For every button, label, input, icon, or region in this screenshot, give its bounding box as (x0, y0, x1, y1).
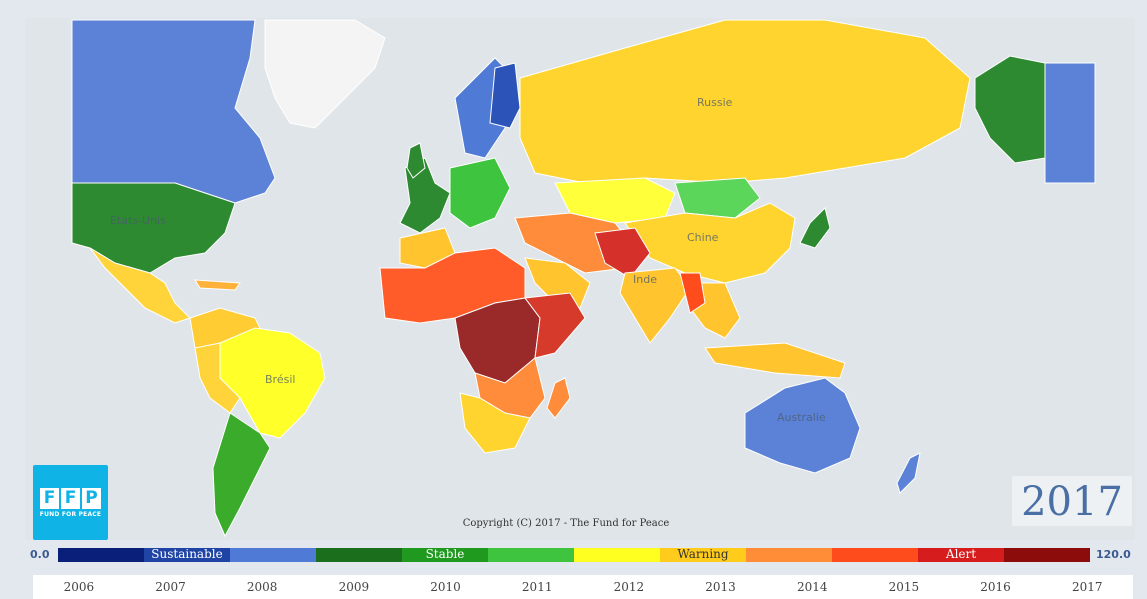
alaska-region[interactable] (1044, 62, 1096, 184)
legend-segment (574, 548, 660, 562)
timeline-year[interactable]: 2010 (430, 580, 461, 594)
legend-segment (746, 548, 832, 562)
uk-region[interactable] (406, 142, 426, 179)
indonesia-region[interactable] (704, 342, 846, 379)
label-brazil: Brésil (265, 373, 296, 386)
timeline-year[interactable]: 2017 (1071, 580, 1103, 594)
mongolia-region[interactable] (674, 177, 761, 219)
legend-category-label: Alert (945, 547, 977, 561)
andes-region[interactable] (194, 342, 241, 414)
legend-category-label: Warning (677, 547, 729, 561)
legend-segment: Alert (918, 547, 1004, 562)
world-map[interactable] (25, 18, 1135, 540)
timeline-year[interactable]: 2006 (63, 580, 95, 594)
color-scale-legend: 0.0 Sustainable Stable Warning Alert 120.0 (0, 545, 1147, 567)
legend-segment (58, 548, 144, 562)
copyright-text: Copyright (C) 2017 - The Fund for Peace (462, 518, 670, 529)
logo-letters: F F P (40, 487, 101, 509)
russia-region[interactable] (519, 19, 971, 184)
arabia-region[interactable] (524, 257, 591, 309)
legend-segment (1004, 548, 1090, 562)
logo-letter-f2: F (61, 487, 80, 509)
timeline-year[interactable]: 2011 (521, 580, 553, 594)
caribbean-region[interactable] (194, 279, 241, 291)
legend-segment: Sustainable (144, 547, 230, 562)
timeline-year[interactable]: 2007 (155, 580, 186, 594)
canada-region[interactable] (71, 19, 276, 204)
legend-category-label: Sustainable (151, 547, 223, 561)
timeline-year[interactable]: 2008 (246, 580, 278, 594)
timeline-year[interactable]: 2014 (796, 580, 828, 594)
south-africa-region[interactable] (459, 392, 531, 454)
label-russia: Russie (697, 96, 733, 109)
legend-segment (230, 548, 316, 562)
label-india: Inde (633, 273, 657, 286)
label-usa: Etats-Unis (110, 214, 166, 227)
legend-segment (316, 548, 402, 562)
fund-for-peace-logo: F F P FUND FOR PEACE (33, 465, 108, 540)
current-year-display: 2017 (1012, 476, 1132, 526)
australia-region[interactable] (744, 377, 861, 474)
finland-region[interactable] (489, 62, 521, 129)
madagascar-region[interactable] (546, 377, 571, 419)
world-map-container[interactable]: Russie Etats-Unis Chine Inde Brésil Aust… (25, 18, 1135, 540)
timeline-year[interactable]: 2012 (613, 580, 645, 594)
timeline-year[interactable]: 2009 (338, 580, 370, 594)
usa-region[interactable] (71, 182, 236, 274)
legend-segment (488, 548, 574, 562)
legend-segment (832, 548, 918, 562)
central-europe-region[interactable] (449, 157, 511, 229)
horn-of-africa-region[interactable] (524, 292, 586, 359)
far-east-region[interactable] (974, 55, 1046, 164)
label-australia: Australie (777, 411, 826, 424)
southern-cone-region[interactable] (212, 412, 271, 538)
legend-max-value: 120.0 (1096, 548, 1131, 561)
legend-min-value: 0.0 (30, 548, 50, 561)
india-region[interactable] (619, 267, 691, 344)
legend-segment: Warning (660, 547, 746, 562)
greenland-region[interactable] (264, 19, 386, 129)
label-china: Chine (687, 231, 719, 244)
afghanistan-region[interactable] (594, 227, 651, 279)
new-zealand-region[interactable] (896, 452, 921, 494)
year-timeline[interactable]: 2006 2007 2008 2009 2010 2011 2012 2013 2014 2015… (33, 575, 1133, 599)
logo-letter-f1: F (40, 487, 59, 509)
timeline-year[interactable]: 2013 (705, 580, 736, 594)
legend-category-label: Stable (425, 547, 465, 561)
legend-color-bar: Sustainable Stable Warning Alert (58, 547, 1090, 562)
timeline-year[interactable]: 2015 (888, 580, 920, 594)
logo-letter-p: P (82, 487, 101, 509)
timeline-year[interactable]: 2016 (980, 580, 1011, 594)
legend-segment: Stable (402, 547, 488, 562)
myanmar-region[interactable] (679, 272, 706, 314)
logo-subtitle: FUND FOR PEACE (39, 510, 102, 518)
japan-region[interactable] (799, 207, 831, 249)
